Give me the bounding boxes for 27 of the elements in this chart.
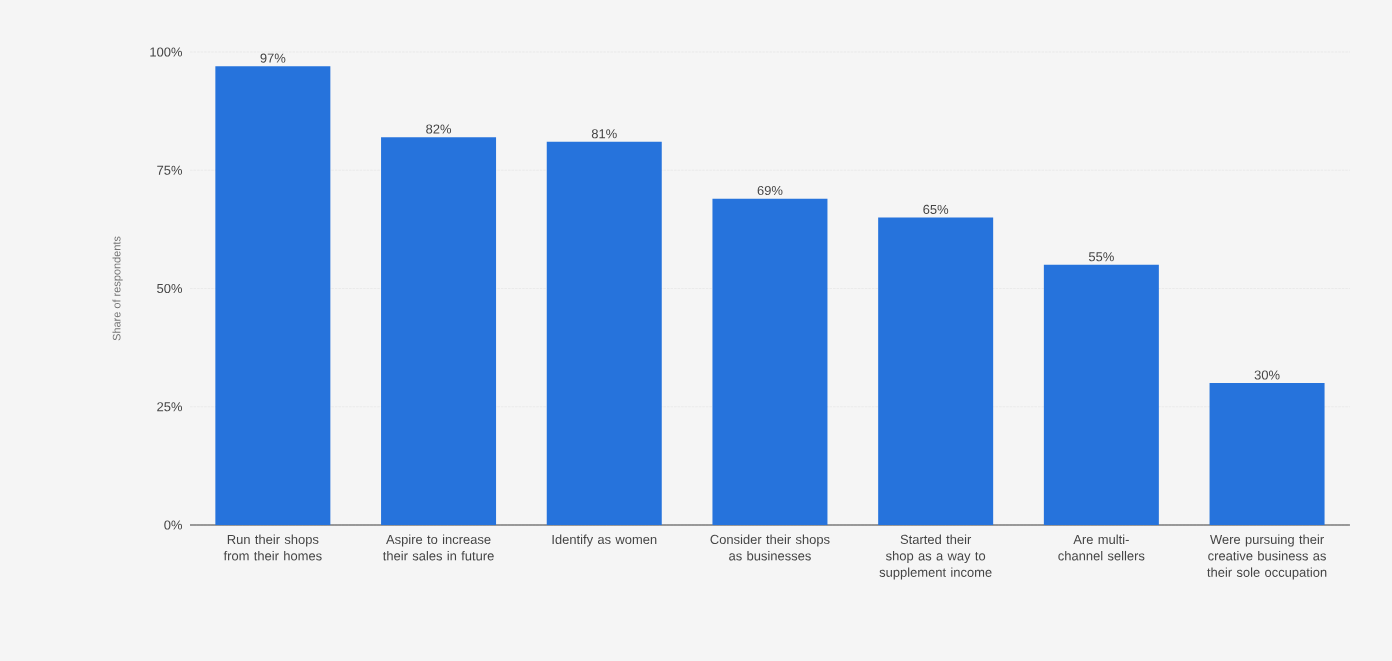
y-tick-label: 25% <box>157 402 183 412</box>
data-label: 65% <box>923 204 949 215</box>
y-tick-label: 75% <box>157 165 183 175</box>
x-tick-label: Aspire to increase their sales in future <box>382 534 494 561</box>
bar <box>1209 383 1325 525</box>
x-tick-label: Consider their shops as businesses <box>710 534 830 561</box>
bar <box>712 198 828 525</box>
y-tick-label: 50% <box>157 283 183 294</box>
x-tick-label: Are multi-channel sellers <box>1058 534 1145 561</box>
data-label: 69% <box>757 185 783 196</box>
x-tick-label: Were pursuing their creative business as their sole occupation <box>1207 534 1327 580</box>
data-label: 81% <box>591 129 617 139</box>
bar <box>1043 264 1159 525</box>
x-tick-label: Started their shop as a way to supplement income <box>879 534 992 580</box>
y-tick-label: 0% <box>164 520 183 530</box>
x-tick-label: Identify as women <box>552 534 657 547</box>
data-label: 97% <box>260 53 286 63</box>
bar <box>546 141 662 525</box>
data-label: 82% <box>426 124 452 134</box>
x-tick-label: Run their shops from their homes <box>223 534 322 561</box>
bar <box>215 66 331 525</box>
bar <box>381 137 497 525</box>
data-label: 55% <box>1088 252 1114 262</box>
y-tick-label: 100% <box>150 47 183 57</box>
y-axis-title: Share of respondents <box>112 236 123 341</box>
data-label: 30% <box>1254 370 1280 380</box>
bar <box>878 217 994 525</box>
